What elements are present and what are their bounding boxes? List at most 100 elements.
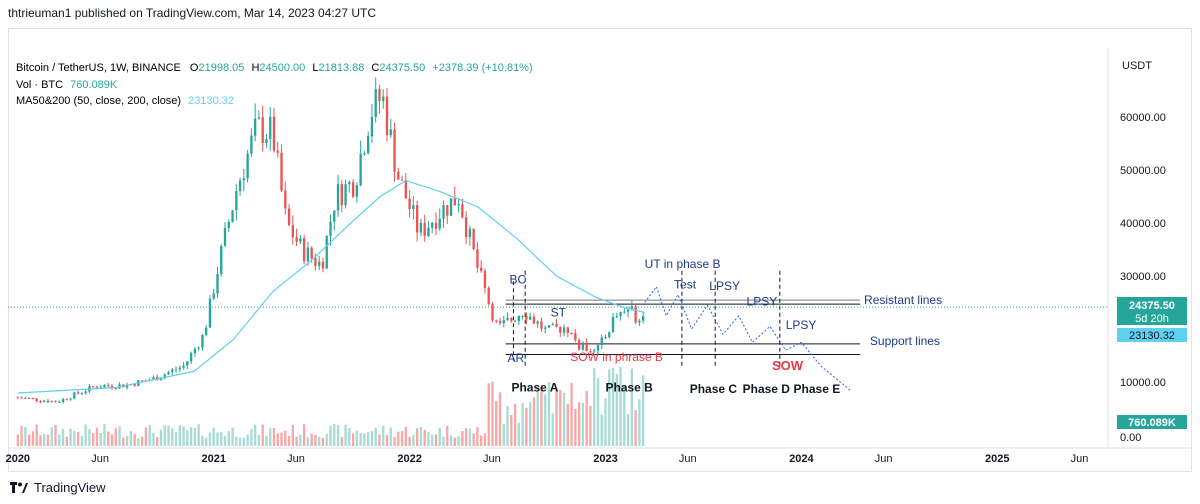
volume-bar: [562, 393, 566, 446]
candle-body: [517, 315, 521, 322]
candle-body: [27, 397, 31, 399]
candle-body: [287, 208, 291, 226]
volume-bar: [107, 431, 110, 446]
volume-bar: [367, 432, 370, 446]
volume-bar: [144, 427, 148, 446]
annotation-label: SOW: [772, 358, 804, 373]
candle-body: [423, 223, 426, 237]
volume-bar: [604, 398, 607, 446]
volume-bar: [88, 429, 91, 446]
volume-bar: [257, 435, 261, 446]
legend-line-1: Bitcoin / TetherUS, 1W, BINANCE O21998.0…: [16, 62, 533, 74]
volume-bar: [159, 429, 163, 446]
volume-bar: [506, 406, 509, 446]
brand-label[interactable]: TradingView: [34, 480, 106, 495]
volume-bar: [559, 389, 562, 446]
candle-body: [540, 321, 543, 329]
volume-bar: [521, 403, 524, 446]
x-tick-label: Jun: [1071, 453, 1089, 465]
chart-frame[interactable]: [8, 28, 1192, 472]
candle-body: [333, 210, 336, 222]
volume-bar: [76, 431, 80, 446]
volume-bar: [517, 422, 521, 446]
volume-bar: [476, 427, 479, 446]
candle-body: [103, 385, 106, 388]
y-tick-label: 10000.00: [1120, 377, 1166, 389]
candle-body: [487, 287, 490, 304]
volume-bar: [634, 410, 637, 446]
volume-bar: [84, 424, 87, 446]
volume-bar: [374, 427, 377, 446]
volume-bar: [412, 434, 415, 446]
candle-body: [95, 386, 99, 388]
y-tick-label: 30000.00: [1120, 271, 1166, 283]
volume-bar: [133, 433, 136, 446]
volume-bar: [193, 427, 197, 446]
volume-bar: [46, 434, 50, 446]
annotation-label: UT in phase B: [645, 257, 721, 271]
publisher-line: thtrieuman1 published on TradingView.com…: [8, 6, 376, 20]
candle-body: [65, 398, 68, 400]
candle-body: [69, 398, 72, 400]
volume-bar: [510, 415, 513, 446]
volume-bar: [446, 425, 449, 446]
candle-body: [325, 236, 328, 269]
candle-body: [133, 384, 136, 386]
volume-bar: [118, 426, 121, 446]
volume-bar: [54, 425, 57, 446]
volume-bar: [336, 425, 340, 446]
candle-body: [574, 333, 577, 341]
volume-bar: [457, 436, 460, 446]
volume-bar: [585, 390, 588, 446]
candle-body: [61, 398, 65, 403]
legend-c-label: C: [371, 62, 379, 74]
annotation-label: Phase E: [794, 382, 841, 396]
legend-o-label: O: [190, 62, 199, 74]
candle-body: [491, 303, 494, 321]
volume-bar: [544, 394, 547, 446]
y-tick-label: 40000.00: [1120, 218, 1166, 230]
candle-body: [404, 180, 408, 199]
candle-body: [110, 385, 114, 388]
volume-bar: [404, 426, 408, 446]
candle-body: [630, 306, 634, 310]
candle-body: [589, 351, 592, 353]
volume-bar: [238, 437, 242, 446]
candle-body: [84, 391, 87, 393]
y-tick-label: 0.00: [1120, 432, 1141, 444]
volume-bar: [27, 434, 31, 446]
volume-bar: [434, 434, 438, 446]
x-tick-label: 2024: [789, 453, 814, 465]
candle-body: [284, 190, 287, 209]
volume-bar: [344, 424, 347, 446]
candle-body: [532, 316, 536, 324]
volume-bar: [468, 428, 472, 446]
annotation-label: Phase B: [605, 380, 653, 394]
volume-bar: [385, 434, 389, 446]
volume-bar: [306, 437, 310, 446]
candle-body: [163, 374, 166, 378]
candle-body: [238, 180, 242, 191]
legend-h-label: H: [251, 62, 259, 74]
candle-body: [250, 135, 253, 154]
ma-line: [17, 179, 645, 394]
candle-body: [92, 386, 95, 388]
candle-body: [593, 350, 596, 352]
candle-body: [242, 178, 246, 181]
candle-body: [351, 182, 355, 197]
candle-body: [329, 221, 332, 237]
candle-body: [419, 223, 423, 233]
volume-bar: [461, 431, 464, 446]
volume-bar: [318, 436, 321, 446]
candle-body: [378, 89, 381, 101]
candle-body: [385, 96, 389, 136]
x-tick-label: Jun: [287, 453, 305, 465]
legend-change: +2378.39 (+10.81%): [432, 62, 532, 74]
annotation-label: LPSY: [709, 279, 740, 293]
legend-vol-label: Vol · BTC: [16, 79, 63, 91]
y-tick-label: 50000.00: [1120, 165, 1166, 177]
candle-body: [246, 153, 249, 179]
volume-bar: [140, 436, 144, 446]
annotation-label: LPSY: [747, 295, 778, 309]
